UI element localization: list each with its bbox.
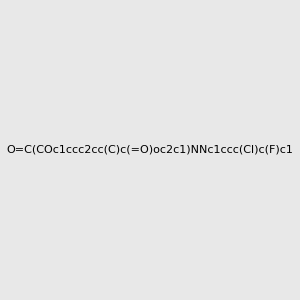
Text: O=C(COc1ccc2cc(C)c(=O)oc2c1)NNc1ccc(Cl)c(F)c1: O=C(COc1ccc2cc(C)c(=O)oc2c1)NNc1ccc(Cl)c… — [7, 145, 293, 155]
